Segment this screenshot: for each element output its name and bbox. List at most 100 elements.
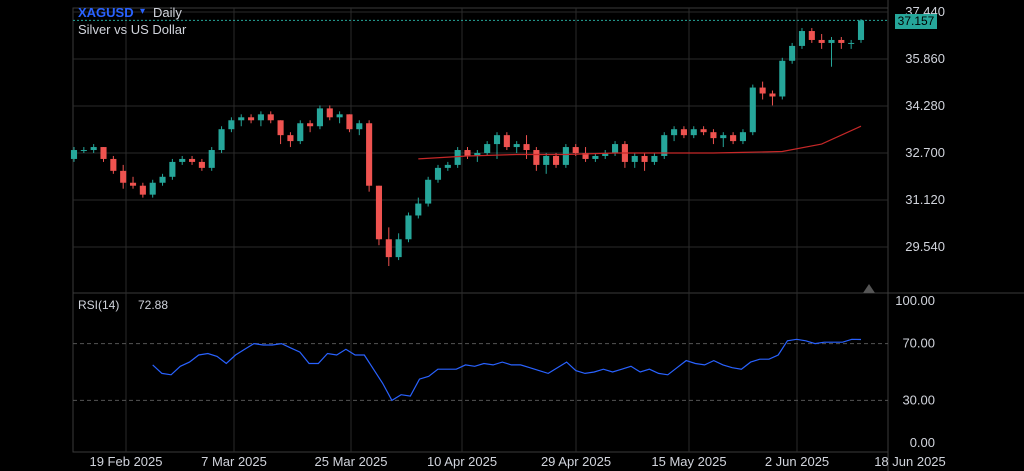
candle-body bbox=[346, 114, 353, 130]
rsi-tick-label: 100.00 bbox=[895, 293, 935, 308]
y-tick-label: 29.540 bbox=[905, 239, 945, 254]
indicator-label[interactable]: RSI(14) bbox=[78, 298, 120, 312]
candle-body bbox=[287, 135, 294, 142]
y-tick-label: 35.860 bbox=[905, 51, 945, 66]
candle-body bbox=[828, 39, 835, 43]
candle-body bbox=[759, 87, 766, 94]
candle-body bbox=[248, 117, 255, 121]
candle-body bbox=[454, 150, 461, 165]
rsi-tick-label: 70.00 bbox=[902, 336, 935, 351]
candle-body bbox=[552, 155, 560, 165]
candle-body bbox=[779, 60, 786, 97]
candle-body bbox=[612, 144, 619, 153]
y-tick-label: 31.120 bbox=[905, 192, 945, 207]
candle-body bbox=[798, 31, 806, 46]
candle-body bbox=[749, 87, 756, 133]
candle-body bbox=[139, 185, 146, 195]
x-tick-label: 10 Apr 2025 bbox=[427, 454, 497, 469]
candle-body bbox=[582, 153, 589, 159]
x-tick-label: 18 Jun 2025 bbox=[874, 454, 946, 469]
candle-body bbox=[415, 203, 422, 216]
rsi-line bbox=[152, 338, 862, 402]
candle-body bbox=[641, 155, 648, 162]
candle-body bbox=[818, 39, 825, 43]
candle-body bbox=[110, 158, 117, 171]
candle-body bbox=[700, 129, 707, 133]
candle-body bbox=[769, 93, 776, 97]
candle-body bbox=[848, 42, 855, 44]
symbol-description: Silver vs US Dollar bbox=[78, 22, 187, 37]
timeframe-label[interactable]: Daily bbox=[153, 5, 182, 20]
candle-body bbox=[631, 155, 638, 162]
x-tick-label: 15 May 2025 bbox=[651, 454, 726, 469]
candle-body bbox=[739, 132, 746, 142]
candle-body bbox=[198, 161, 205, 168]
y-tick-label: 32.700 bbox=[905, 145, 945, 160]
candle-body bbox=[336, 114, 343, 118]
rsi-tick-label: 30.00 bbox=[902, 392, 935, 407]
candle-body bbox=[730, 135, 737, 142]
candle-body bbox=[267, 114, 274, 121]
candle-body bbox=[680, 129, 687, 136]
candle-body bbox=[543, 155, 550, 165]
candle-body bbox=[808, 31, 815, 40]
candle-body bbox=[425, 179, 432, 204]
chevron-down-icon[interactable]: ▾ bbox=[140, 6, 146, 17]
candle-body bbox=[326, 108, 333, 118]
candle-body bbox=[316, 108, 323, 127]
candle-body bbox=[366, 123, 373, 186]
alert-marker-icon[interactable] bbox=[863, 284, 875, 293]
last-price-badge: 37.157 bbox=[895, 14, 937, 29]
candle-body bbox=[690, 129, 697, 136]
candle-body bbox=[651, 155, 658, 162]
candle-body bbox=[277, 120, 284, 136]
candle-body bbox=[484, 144, 491, 153]
candle-body bbox=[189, 158, 196, 162]
candle-body bbox=[80, 150, 87, 152]
candle-body bbox=[129, 182, 137, 186]
candle-body bbox=[169, 161, 176, 177]
candle-body bbox=[149, 182, 156, 195]
candle-body bbox=[90, 147, 97, 151]
x-tick-label: 7 Mar 2025 bbox=[201, 454, 267, 469]
candle-body bbox=[159, 176, 166, 183]
candle-body bbox=[602, 153, 609, 156]
candle-body bbox=[444, 164, 451, 168]
candle-body bbox=[356, 123, 363, 130]
candle-body bbox=[375, 185, 383, 240]
x-tick-label: 19 Feb 2025 bbox=[89, 454, 162, 469]
candle-body bbox=[257, 114, 264, 121]
candle-body bbox=[720, 135, 727, 139]
candle-body bbox=[789, 45, 796, 61]
candle-body bbox=[533, 150, 540, 165]
candle-body bbox=[297, 123, 304, 142]
candle-body bbox=[405, 215, 412, 240]
candle-body bbox=[208, 150, 215, 168]
candle-body bbox=[218, 129, 225, 151]
candle-body bbox=[572, 147, 579, 153]
candle-body bbox=[385, 239, 392, 258]
candle-body bbox=[100, 147, 107, 159]
symbol-label[interactable]: XAGUSD bbox=[78, 5, 134, 20]
y-tick-label: 34.280 bbox=[905, 98, 945, 113]
candle-body bbox=[474, 153, 481, 156]
x-tick-label: 25 Mar 2025 bbox=[315, 454, 388, 469]
candle-body bbox=[395, 239, 402, 258]
candle-body bbox=[838, 39, 845, 43]
candle-body bbox=[434, 167, 442, 180]
candle-body bbox=[562, 147, 569, 165]
candle-body bbox=[228, 120, 235, 130]
candle-body bbox=[503, 135, 510, 148]
moving-average-line bbox=[418, 125, 862, 160]
x-tick-label: 29 Apr 2025 bbox=[541, 454, 611, 469]
candle-body bbox=[120, 170, 127, 183]
candle-body bbox=[592, 155, 599, 159]
indicator-value: 72.88 bbox=[138, 298, 169, 312]
candle-body bbox=[179, 158, 186, 162]
candle-body bbox=[493, 135, 501, 145]
candle-body bbox=[857, 20, 865, 40]
candle-body bbox=[671, 129, 678, 136]
candle-body bbox=[238, 117, 245, 121]
candle-body bbox=[464, 150, 471, 156]
